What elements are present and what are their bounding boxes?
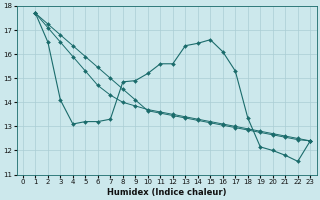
X-axis label: Humidex (Indice chaleur): Humidex (Indice chaleur) (107, 188, 226, 197)
